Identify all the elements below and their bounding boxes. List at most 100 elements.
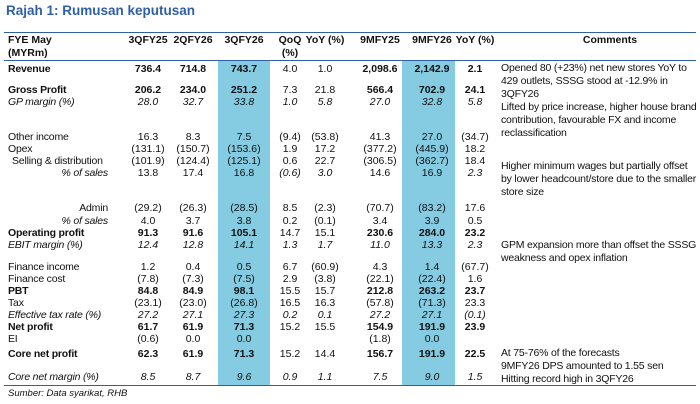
cell-yoy-: (67.7) bbox=[461, 261, 489, 273]
cell-2qfy26: 61.9 bbox=[182, 321, 204, 333]
cell-3qfy25: 16.3 bbox=[137, 131, 159, 143]
cell-qoq-: (9.4) bbox=[279, 131, 301, 143]
top-rule bbox=[4, 32, 696, 33]
cell-3qfy25: 12.4 bbox=[137, 239, 159, 251]
cell-yoy-: 23.2 bbox=[464, 227, 486, 239]
cell-2qfy26: (23.0) bbox=[179, 297, 207, 309]
cell-9mfy25: 3.4 bbox=[372, 215, 388, 227]
cell-9mfy25: 4.3 bbox=[372, 261, 388, 273]
cell-9mfy25: (1.8) bbox=[369, 333, 391, 345]
row-label: GP margin (%) bbox=[8, 96, 75, 108]
cell-yoy- bbox=[447, 333, 503, 345]
comment-text: Lifted by price increase, higher house b… bbox=[501, 101, 697, 139]
row-label: Operating profit bbox=[8, 227, 85, 239]
cell-qoq-: 0.2 bbox=[282, 309, 298, 321]
cell-yoy-: 14.4 bbox=[314, 348, 336, 360]
table-title: Rajah 1: Rumusan keputusan bbox=[6, 3, 196, 18]
cell-3qfy26: 105.1 bbox=[230, 227, 258, 239]
cell-3qfy25: 736.4 bbox=[134, 63, 162, 75]
cell-9mfy26: (71.3) bbox=[418, 297, 446, 309]
cell-yoy-: 1.1 bbox=[317, 371, 333, 383]
cell-3qfy25: (29.2) bbox=[134, 202, 162, 214]
cell-yoy-: 5.8 bbox=[317, 96, 333, 108]
cell-9mfy26: 191.9 bbox=[418, 321, 446, 333]
cell-yoy-: 1.7 bbox=[317, 239, 333, 251]
cell-2qfy26: 234.0 bbox=[179, 84, 207, 96]
cell-qoq-: 8.5 bbox=[282, 202, 298, 214]
cell-2qfy26: (150.7) bbox=[176, 143, 210, 155]
comment-text: Opened 80 (+23%) net new stores YoY to 4… bbox=[501, 62, 687, 100]
cell-3qfy25: 91.3 bbox=[137, 227, 159, 239]
cell-3qfy26: 743.7 bbox=[230, 63, 258, 75]
cell-yoy-: 24.1 bbox=[464, 84, 486, 96]
cell-3qfy26: 98.1 bbox=[233, 285, 255, 297]
cell-qoq-: 15.2 bbox=[279, 348, 301, 360]
cell-qoq-: 16.5 bbox=[279, 297, 301, 309]
cell-9mfy26: 32.8 bbox=[421, 96, 443, 108]
cell-2qfy26: (26.3) bbox=[179, 202, 207, 214]
cell-9mfy26: 284.0 bbox=[418, 227, 446, 239]
cell-yoy-: 22.7 bbox=[314, 155, 336, 167]
row-label: Core net profit bbox=[8, 348, 78, 360]
cell-yoy-: (53.8) bbox=[311, 131, 339, 143]
cell-yoy- bbox=[297, 333, 353, 345]
cell-3qfy25: 61.7 bbox=[137, 321, 159, 333]
row-label: Net profit bbox=[8, 321, 53, 333]
cell-yoy-: 21.8 bbox=[314, 84, 336, 96]
cell-yoy-: 17.2 bbox=[314, 143, 336, 155]
cell-yoy-: 15.5 bbox=[314, 321, 336, 333]
cell-3qfy26: (28.5) bbox=[230, 202, 258, 214]
cell-3qfy26: (153.6) bbox=[227, 143, 261, 155]
cell-3qfy26: 16.8 bbox=[233, 167, 255, 179]
cell-yoy-: 5.8 bbox=[467, 96, 483, 108]
cell-yoy-: 2.3 bbox=[467, 167, 483, 179]
cell-2qfy26: 3.7 bbox=[185, 215, 201, 227]
cell-3qfy25: 13.8 bbox=[137, 167, 159, 179]
cell-yoy-: 15.7 bbox=[314, 285, 336, 297]
cell-9mfy25: 212.8 bbox=[366, 285, 394, 297]
header-rule bbox=[4, 60, 696, 61]
cell-qoq-: 1.3 bbox=[282, 239, 298, 251]
highlight-9mfy26 bbox=[402, 61, 455, 386]
row-label: Finance cost bbox=[8, 273, 66, 285]
cell-3qfy26: 0.0 bbox=[236, 333, 252, 345]
row-label: Effective tax rate (%) bbox=[8, 309, 102, 321]
cell-3qfy26: 9.6 bbox=[236, 371, 252, 383]
cell-9mfy25: 27.0 bbox=[369, 96, 391, 108]
cell-9mfy26: 13.3 bbox=[421, 239, 443, 251]
cell-yoy-: 3.0 bbox=[317, 167, 333, 179]
cell-3qfy26: 3.8 bbox=[236, 215, 252, 227]
cell-yoy-: 22.5 bbox=[464, 348, 486, 360]
cell-qoq-: 7.3 bbox=[282, 84, 298, 96]
cell-3qfy25: 1.2 bbox=[140, 261, 156, 273]
header-col-0: 3QFY25 bbox=[128, 34, 168, 46]
cell-yoy-: (0.1) bbox=[314, 215, 336, 227]
row-label: Revenue bbox=[8, 63, 51, 75]
cell-2qfy26: 17.4 bbox=[182, 167, 204, 179]
cell-yoy-: 2.1 bbox=[467, 63, 483, 75]
comment-text: At 75-76% of the forecasts bbox=[501, 347, 620, 359]
cell-9mfy26: (362.7) bbox=[415, 155, 449, 167]
row-label: PBT bbox=[8, 285, 29, 297]
cell-3qfy26: 71.3 bbox=[233, 348, 255, 360]
cell-yoy-: 1.0 bbox=[317, 63, 333, 75]
cell-2qfy26: 8.7 bbox=[185, 371, 201, 383]
cell-yoy-: 18.4 bbox=[464, 155, 486, 167]
cell-3qfy25: 28.0 bbox=[137, 96, 159, 108]
cell-9mfy26: 0.0 bbox=[424, 333, 440, 345]
cell-3qfy25: (101.9) bbox=[131, 155, 165, 167]
cell-9mfy26: 702.9 bbox=[418, 84, 446, 96]
cell-9mfy25: (377.2) bbox=[363, 143, 397, 155]
cell-yoy-: 15.1 bbox=[314, 227, 336, 239]
cell-qoq-: 15.2 bbox=[279, 321, 301, 333]
cell-9mfy25: 27.2 bbox=[369, 309, 391, 321]
cell-2qfy26: 12.8 bbox=[182, 239, 204, 251]
comment-text: GPM expansion more than offset the SSSG … bbox=[501, 239, 697, 264]
header-col-4: YoY (%) bbox=[305, 34, 345, 46]
cell-qoq-: 6.7 bbox=[282, 261, 298, 273]
cell-9mfy26: (445.9) bbox=[415, 143, 449, 155]
cell-9mfy26: 263.2 bbox=[418, 285, 446, 297]
cell-2qfy26: 0.0 bbox=[185, 333, 201, 345]
cell-3qfy26: (26.8) bbox=[230, 297, 258, 309]
cell-9mfy26: (22.4) bbox=[418, 273, 446, 285]
